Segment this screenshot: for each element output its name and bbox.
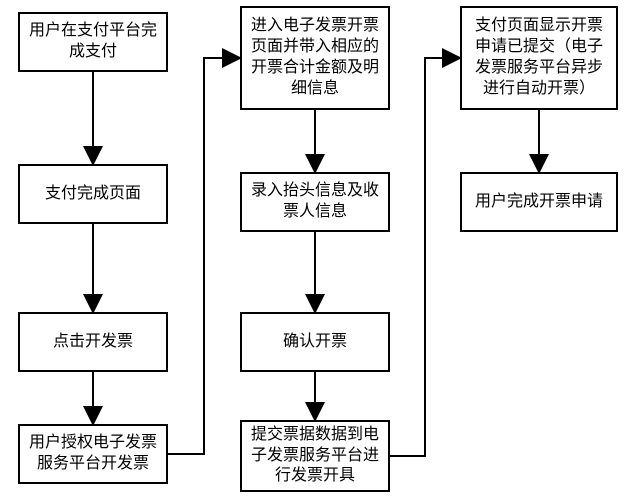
flow-node-n5: 进入电子发票开票页面并带入相应的开票合计金额及明细信息 — [240, 6, 390, 110]
flow-node-n2: 支付完成页面 — [18, 164, 168, 224]
flow-node-n7: 确认开票 — [240, 312, 390, 372]
flow-node-label: 用户完成开票申请 — [475, 192, 603, 213]
flow-node-label: 确认开票 — [283, 332, 347, 353]
flow-node-label: 用户授权电子发票服务平台开发票 — [26, 433, 160, 475]
flow-node-n9: 支付页面显示开票申请已提交（电子发票服务平台异步进行自动开票） — [460, 6, 618, 110]
flow-node-label: 支付页面显示开票申请已提交（电子发票服务平台异步进行自动开票） — [468, 16, 610, 99]
flow-node-n8: 提交票据数据到电子发票服务平台进行发票开具 — [240, 420, 390, 492]
flow-node-label: 点击开发票 — [53, 332, 133, 353]
flow-node-label: 提交票据数据到电子发票服务平台进行发票开具 — [248, 425, 382, 487]
flow-node-n10: 用户完成开票申请 — [460, 172, 618, 232]
flow-node-n3: 点击开发票 — [18, 312, 168, 372]
flow-node-label: 录入抬头信息及收票人信息 — [248, 181, 382, 223]
flow-node-label: 用户在支付平台完成支付 — [26, 21, 160, 63]
flow-node-n4: 用户授权电子发票服务平台开发票 — [18, 424, 168, 484]
flow-node-label: 进入电子发票开票页面并带入相应的开票合计金额及明细信息 — [248, 16, 382, 99]
flow-node-n6: 录入抬头信息及收票人信息 — [240, 172, 390, 232]
flow-node-label: 支付完成页面 — [45, 184, 141, 205]
flow-node-n1: 用户在支付平台完成支付 — [18, 12, 168, 72]
